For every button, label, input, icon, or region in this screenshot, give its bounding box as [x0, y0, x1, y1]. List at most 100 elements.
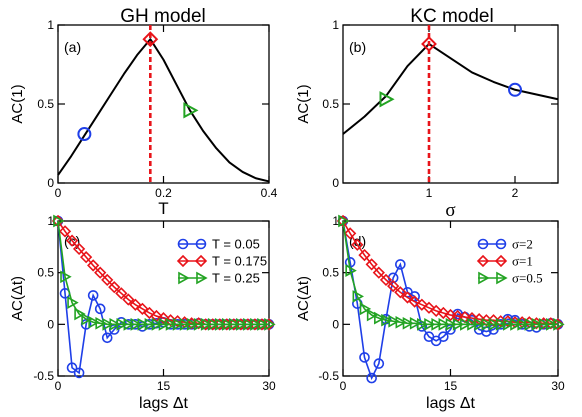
data-point-triangle — [250, 317, 262, 331]
data-point-diamond — [358, 248, 371, 262]
data-point-triangle — [402, 316, 415, 330]
data-point-triangle — [374, 311, 386, 325]
y-axis-label: AC(Δt) — [295, 276, 312, 321]
data-point-triangle — [172, 317, 185, 331]
legend-marker — [195, 238, 207, 250]
data-point-triangle — [553, 317, 565, 331]
data-point-triangle — [452, 317, 465, 331]
y-tick-label: -0.5 — [33, 369, 54, 383]
data-point-triangle — [546, 317, 558, 331]
x-tick-label: 15 — [444, 379, 458, 393]
legend-label: σ=0.5 — [512, 271, 543, 286]
data-point-diamond — [430, 304, 443, 318]
data-point-diamond — [394, 286, 407, 299]
data-point-diamond — [387, 279, 400, 293]
data-point-triangle — [95, 316, 107, 330]
data-point-triangle — [229, 317, 241, 331]
data-point-triangle — [116, 317, 128, 331]
data-point-triangle — [445, 317, 458, 331]
data-point-triangle — [381, 313, 393, 327]
legend-marker — [494, 254, 508, 268]
data-point-diamond — [157, 312, 170, 325]
data-point-diamond — [129, 298, 142, 311]
y-tick-label: 1 — [332, 18, 339, 32]
data-point-triangle — [264, 317, 276, 331]
data-point-circle — [94, 303, 106, 315]
legend-marker — [176, 254, 190, 268]
data-point-triangle — [388, 314, 400, 328]
legend-label: T = 0.175 — [212, 254, 267, 269]
data-point-diamond — [65, 234, 79, 247]
data-point-triangle — [186, 317, 199, 331]
data-point-triangle — [474, 317, 486, 331]
data-point-diamond — [444, 308, 457, 322]
data-point-triangle — [431, 317, 443, 331]
data-point-diamond — [437, 306, 450, 320]
data-point-diamond — [351, 238, 364, 251]
data-point-circle — [359, 352, 370, 363]
x-tick-label: 2 — [512, 186, 519, 200]
data-point-circle — [366, 372, 377, 384]
data-point-diamond — [101, 273, 114, 287]
data-point-diamond — [408, 295, 421, 308]
y-tick-label: 0 — [332, 176, 339, 190]
data-point-triangle — [460, 317, 472, 331]
x-axis-label: T — [158, 199, 168, 218]
data-point-triangle — [109, 317, 121, 331]
data-point-circle — [438, 331, 449, 343]
y-tick-label: 1 — [47, 18, 54, 32]
data-point-diamond — [142, 31, 159, 48]
data-point-triangle — [165, 317, 178, 331]
data-point-circle — [66, 362, 78, 374]
panel-d: 0 15 30-0.500.51(d)lags ΔtAC(Δt)σ=2σ=1σ=0.… — [295, 214, 565, 412]
series-line — [342, 42, 559, 135]
data-point-diamond — [365, 258, 378, 271]
data-point-diamond — [136, 302, 149, 315]
data-point-diamond — [372, 266, 385, 279]
data-point-triangle — [417, 317, 429, 331]
data-point-diamond — [415, 298, 428, 311]
data-point-triangle — [137, 317, 150, 331]
data-point-triangle — [338, 214, 350, 228]
data-point-triangle — [183, 102, 199, 119]
data-point-triangle — [538, 317, 551, 331]
data-point-triangle — [395, 315, 407, 329]
panel-label: (b) — [349, 39, 366, 55]
data-point-triangle — [207, 317, 220, 331]
legend-marker — [476, 254, 490, 268]
x-tick-label: 30 — [551, 379, 565, 393]
data-point-triangle — [74, 307, 86, 321]
legend-marker — [194, 254, 208, 268]
y-tick-label: 0.5 — [37, 266, 54, 280]
panel-label: (a) — [64, 39, 81, 55]
data-point-diamond — [122, 293, 135, 306]
data-point-triangle — [495, 317, 508, 331]
data-point-diamond — [422, 301, 436, 314]
data-point-triangle — [488, 317, 501, 331]
legend-label: σ=2 — [512, 237, 533, 252]
data-point-triangle — [60, 270, 72, 284]
data-point-triangle — [193, 317, 206, 331]
x-tick-label: 0 — [55, 379, 62, 393]
data-point-diamond — [465, 312, 479, 325]
y-tick-label: 0 — [47, 317, 54, 331]
legend-marker — [495, 238, 507, 250]
data-point-triangle — [345, 264, 357, 277]
data-point-circle — [73, 367, 85, 379]
panel-b: 1 2 0 0.5 1 KC model (b) σ AC(1) — [295, 6, 559, 221]
y-tick-label: 0 — [332, 317, 339, 331]
x-tick-label: 0 — [55, 186, 62, 200]
data-point-triangle — [102, 317, 114, 331]
data-point-triangle — [130, 317, 143, 331]
data-point-triangle — [379, 91, 395, 108]
data-point-diamond — [143, 306, 156, 320]
data-point-diamond — [108, 281, 121, 294]
data-point-diamond — [401, 291, 414, 304]
panel-a: 0 0.2 0.4 0 0.5 1 GH model (a) T AC(1) — [9, 6, 278, 218]
x-axis-label: lags Δt — [426, 395, 475, 412]
data-point-triangle — [53, 214, 65, 228]
data-point-triangle — [81, 312, 93, 326]
x-tick-label: 30 — [262, 379, 276, 393]
y-tick-label: -0.5 — [318, 369, 339, 383]
data-point-triangle — [214, 317, 227, 331]
